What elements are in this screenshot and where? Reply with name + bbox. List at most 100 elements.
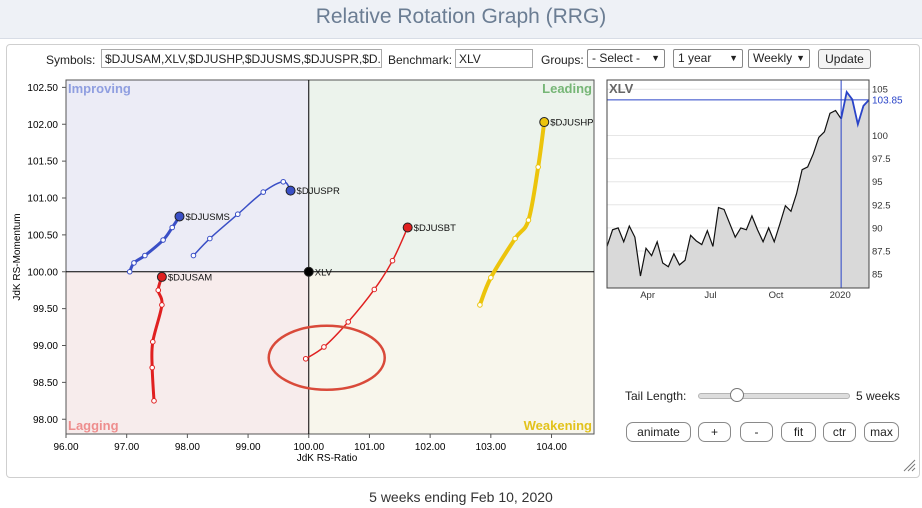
y-tick-label: 101.00 (27, 194, 58, 205)
chevron-down-icon: ▼ (729, 53, 738, 63)
rrg-series-group: $DJUSAM $DJUSMS $DJUSPR $DJUSBT $DJUSHP XLV (126, 117, 594, 404)
slider-handle[interactable] (729, 388, 744, 402)
tail-point (149, 364, 155, 371)
series-label-djuspr: $DJUSPR (297, 186, 340, 197)
series-djushp: $DJUSHP (477, 117, 594, 308)
frequency-select-value: Weekly (753, 51, 793, 65)
symbols-label: Symbols: (46, 53, 96, 67)
y-tick-label: 98.00 (33, 415, 58, 426)
x-axis-label: JdK RS-Ratio (297, 453, 358, 464)
x-tick-label: 104.00 (536, 442, 567, 453)
tail-point (234, 211, 241, 218)
zoom-out-button[interactable]: - (740, 422, 773, 442)
tail-point (321, 344, 327, 350)
tail-point (525, 217, 532, 223)
tail-length-value: 5 weeks (856, 389, 901, 403)
x-tick-label: 96.00 (53, 442, 78, 453)
tail-point (160, 237, 166, 243)
symbols-input[interactable]: $DJUSAM,XLV,$DJUSHP,$DJUSMS,$DJUSPR,$D.. (101, 49, 382, 68)
head-point (539, 117, 550, 128)
series-label-xlv: XLV (315, 267, 333, 278)
groups-select-value: - Select - (592, 51, 641, 65)
head-point (174, 211, 185, 222)
y-tick-label: 99.00 (33, 341, 58, 352)
resize-handle-icon[interactable] (902, 458, 916, 472)
tail-point (149, 339, 156, 345)
footer-caption: 5 weeks ending Feb 10, 2020 (369, 489, 553, 505)
tail-point (126, 268, 133, 275)
center-button[interactable]: ctr (823, 422, 856, 442)
quadrant-lagging (66, 271, 309, 434)
quadrant-improving (66, 80, 309, 272)
tail-point (169, 224, 176, 231)
animate-button[interactable]: animate (626, 422, 691, 442)
x-tick-label: 97.00 (114, 442, 139, 453)
toolbar: Symbols: $DJUSAM,XLV,$DJUSHP,$DJUSMS,$DJ… (0, 48, 922, 72)
rrg-axis-ticks: 96.00 97.00 98.00 99.00 100.00 101.00 102.00 10… (27, 83, 567, 453)
max-button[interactable]: max (864, 422, 899, 442)
quadrant-leading (308, 80, 594, 272)
x-tick-label: 102.00 (415, 442, 446, 453)
tail-point (371, 286, 378, 293)
y-tick-label: 100.50 (27, 230, 58, 241)
tail-point (159, 302, 165, 308)
x-tick-label: 101.00 (354, 442, 385, 453)
tail-length-label: Tail Length: (625, 389, 687, 403)
y-tick-label: 99.50 (33, 304, 58, 315)
y-tick-label: 101.50 (27, 157, 58, 168)
quadrant-label-weakening: Weakening (524, 418, 592, 433)
quadrant-label-improving: Improving (68, 81, 131, 96)
y-tick-label: 98.50 (33, 378, 58, 389)
chevron-down-icon: ▼ (651, 53, 660, 63)
title-bar: Relative Rotation Graph (RRG) (0, 0, 922, 39)
tail-point (535, 164, 541, 170)
head-point (285, 185, 296, 196)
tail-point (190, 252, 197, 259)
quadrant-label-lagging: Lagging (68, 418, 119, 433)
series-label-djusam: $DJUSAM (168, 272, 212, 283)
tail-point (155, 287, 162, 293)
head-point (156, 271, 167, 282)
series-label-djusms: $DJUSMS (185, 212, 229, 223)
fit-button[interactable]: fit (781, 422, 816, 442)
groups-label: Groups: (541, 53, 584, 67)
series-djuspr: $DJUSPR (190, 178, 340, 259)
series-label-djushp: $DJUSHP (550, 118, 593, 129)
y-tick-label: 100.00 (27, 267, 58, 278)
tail-point (142, 252, 148, 259)
series-djusbt: $DJUSBT (302, 222, 456, 362)
tail-point (389, 257, 396, 264)
chevron-down-icon: ▼ (796, 53, 805, 63)
y-tick-label: 102.00 (27, 120, 58, 131)
benchmark-input[interactable]: XLV (455, 49, 533, 68)
series-djusms: $DJUSMS (126, 211, 230, 275)
y-axis-label: JdK RS-Momentum (12, 213, 23, 300)
x-tick-label: 98.00 (175, 442, 200, 453)
tail-point (477, 302, 483, 308)
tail-point (260, 189, 267, 195)
tail-point (302, 355, 309, 362)
x-tick-label: 99.00 (236, 442, 261, 453)
tail-point (207, 235, 213, 242)
series-label-djusbt: $DJUSBT (414, 223, 456, 234)
series-djusam: $DJUSAM (149, 271, 212, 404)
tail-point (512, 235, 518, 242)
frequency-select[interactable]: Weekly ▼ (748, 49, 810, 68)
quadrant-weakening (308, 271, 594, 434)
x-tick-label: 100.00 (293, 442, 324, 453)
benchmark-label: Benchmark: (388, 53, 453, 67)
period-select[interactable]: 1 year ▼ (673, 49, 743, 68)
zoom-in-button[interactable]: + (698, 422, 731, 442)
update-button[interactable]: Update (818, 49, 871, 69)
tail-point (280, 178, 287, 185)
tail-point (151, 398, 157, 404)
highlight-ellipse (267, 324, 386, 392)
groups-select[interactable]: - Select - ▼ (587, 49, 665, 68)
page-title: Relative Rotation Graph (RRG) (315, 5, 607, 28)
tail-length-slider[interactable] (698, 388, 850, 402)
series-tail-djushp (477, 120, 547, 307)
head-point (303, 266, 314, 277)
period-select-value: 1 year (678, 51, 712, 65)
tail-point (345, 319, 352, 325)
